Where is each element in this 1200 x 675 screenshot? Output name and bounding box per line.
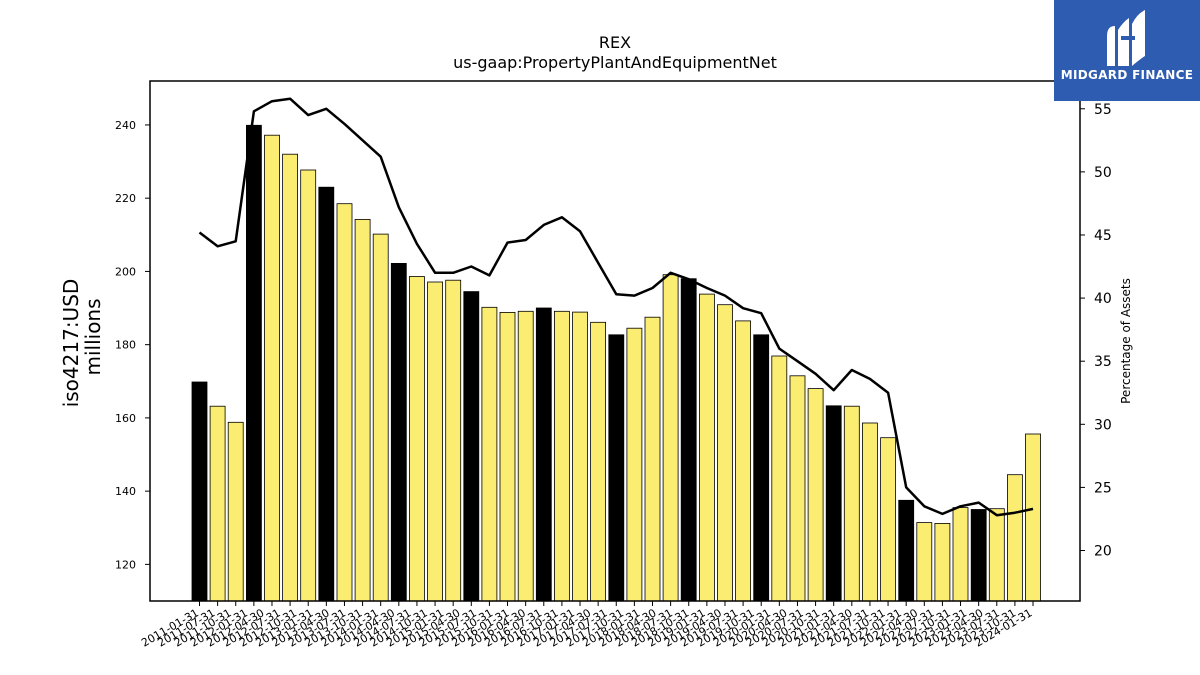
- y-tick-label: 180: [115, 339, 136, 352]
- line-layer: [198, 97, 1034, 517]
- bar-2011-07-31: [227, 421, 244, 602]
- bar-2020-07-31: [880, 437, 896, 602]
- bar-2020-04-30: [862, 422, 878, 602]
- y-tick-label: 200: [115, 265, 136, 278]
- y-axis-right: 20 25 30 35 40 45 50 55: [1080, 102, 1112, 560]
- y2-tick-label: 25: [1094, 480, 1112, 496]
- y-tick-label: 240: [115, 119, 136, 132]
- bar-2016-04-30: [572, 311, 588, 602]
- bar-2019-04-30: [789, 375, 806, 602]
- y2-tick-label: 50: [1094, 165, 1112, 181]
- plot-frame: [149, 80, 1081, 602]
- y2-axis-label: Percentage of Assets: [1119, 278, 1133, 404]
- y2-tick-label: 20: [1094, 544, 1112, 560]
- bar-2018-10-31: [753, 334, 770, 602]
- y-axis-left: 120 140 160 180 200 220 240: [115, 119, 150, 571]
- bar-2012-10-31: [318, 186, 335, 602]
- bar-2021-07-31: [952, 507, 969, 602]
- bar-2017-04-30: [644, 316, 661, 602]
- y2-tick-label: 45: [1094, 228, 1112, 244]
- bar-2014-10-31: [463, 291, 480, 602]
- bar-2014-04-30: [427, 281, 444, 602]
- bar-2015-01-31: [481, 306, 498, 602]
- bar-2020-01-31: [843, 405, 860, 602]
- bar-2015-07-31: [517, 310, 534, 602]
- bar-2021-04-30: [934, 523, 951, 602]
- midgard-logo-icon: [1107, 10, 1145, 66]
- bar-2013-10-31: [390, 262, 407, 602]
- x-axis: 2011-01-312011-07-312011-10-312012-01-31…: [139, 601, 1035, 650]
- y-tick-label: 160: [115, 412, 136, 425]
- bar-2014-07-31: [445, 279, 462, 602]
- bar-2015-04-30: [499, 311, 516, 602]
- y-tick-label: 220: [115, 192, 136, 205]
- y2-tick-label: 40: [1094, 291, 1112, 307]
- bar-2017-10-31: [680, 278, 697, 602]
- bar-2021-01-31: [916, 522, 933, 602]
- bar-2011-01-31: [191, 381, 208, 602]
- bar-group: [191, 124, 1041, 602]
- bar-2019-07-31: [807, 388, 824, 602]
- y-tick-label: 140: [115, 485, 136, 498]
- bar-2012-04-30: [282, 153, 299, 602]
- bar-2017-01-31: [626, 327, 643, 602]
- bar-2015-10-31: [535, 307, 552, 602]
- bar-2020-10-31: [898, 499, 915, 602]
- bar-2013-07-31: [372, 233, 389, 602]
- bar-2022-04-30: [1007, 474, 1023, 602]
- chart-title: REX: [599, 33, 631, 52]
- bar-2014-01-31: [408, 276, 425, 602]
- chart-subtitle: us-gaap:PropertyPlantAndEquipmentNet: [453, 53, 777, 72]
- logo-text: MIDGARD FINANCE: [1060, 68, 1194, 82]
- y2-tick-label: 35: [1094, 354, 1112, 370]
- bar-2018-04-30: [717, 304, 733, 602]
- bar-2018-07-31: [735, 320, 751, 602]
- bar-2016-07-31: [590, 321, 606, 602]
- bar-2016-01-31: [554, 310, 570, 602]
- bar-2019-01-31: [771, 355, 788, 602]
- y2-tick-label: 30: [1094, 417, 1112, 433]
- bar-2012-07-31: [300, 169, 317, 602]
- y-axis-label: iso4217:USD: [59, 279, 83, 408]
- bar-2013-01-31: [336, 203, 353, 602]
- bar-2021-10-31: [970, 509, 987, 602]
- bar-2012-01-31: [264, 134, 280, 602]
- brand-logo: MIDGARD FINANCE: [1054, 0, 1200, 101]
- bar-2017-07-31: [662, 274, 679, 602]
- y-tick-label: 120: [115, 558, 136, 571]
- bar-2011-04-30: [209, 405, 226, 602]
- bar-2011-10-31: [245, 124, 262, 602]
- bar-2022-01-31: [988, 508, 1005, 602]
- bar-2013-04-30: [354, 218, 371, 602]
- bar-2018-01-31: [699, 293, 715, 602]
- bar-2019-10-31: [825, 405, 842, 602]
- series-line-percentage-of-assets: [198, 97, 1034, 517]
- bar-2022-07-31: [1025, 433, 1041, 602]
- bar-2016-10-31: [608, 334, 625, 602]
- y-axis-units-label: millions: [81, 298, 105, 375]
- y2-tick-label: 55: [1094, 102, 1112, 118]
